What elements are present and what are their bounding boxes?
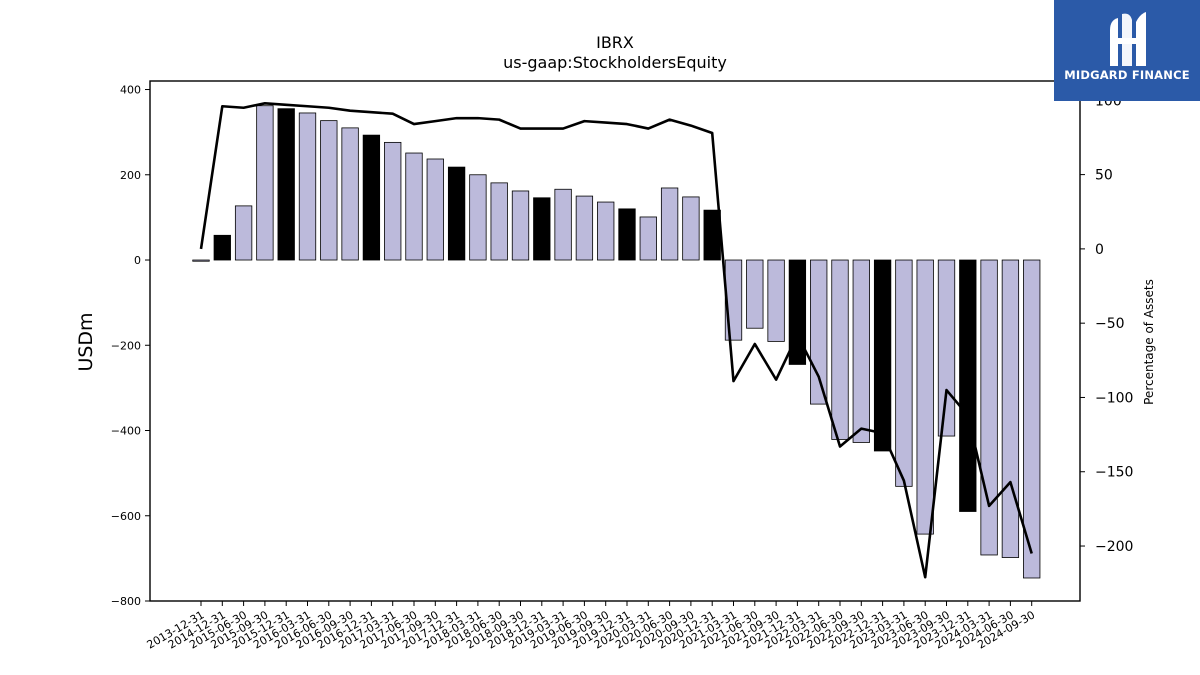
midgard-logo-icon <box>1110 12 1146 67</box>
percentage-line <box>199 101 1033 579</box>
bar-2016-12-31 <box>362 134 381 261</box>
brand-logo: MIDGARD FINANCE <box>1054 0 1200 101</box>
bar-2020-06-30 <box>660 187 679 261</box>
bar-2018-06-30 <box>490 182 508 261</box>
axes: −800 −600 −400 −200 0 200 400 −200 −150 −100 −50 0 5… <box>111 80 1133 652</box>
bar-2016-06-30 <box>320 120 338 261</box>
y2-tick-label: −100 <box>1095 390 1133 406</box>
plot-frame <box>149 80 1081 602</box>
y-tick-label: −400 <box>111 425 141 438</box>
bar-2024-09-30 <box>1023 259 1041 579</box>
bar-2015-12-31 <box>277 108 295 261</box>
bar-2024-06-30 <box>1001 259 1020 558</box>
y-tick-label: 400 <box>120 84 141 97</box>
bar-2014-12-31 <box>213 234 231 261</box>
bar-2015-09-30 <box>256 105 274 261</box>
y2-tick-label: 0 <box>1095 242 1104 258</box>
bar-2023-03-31 <box>895 259 913 487</box>
bar-2023-09-30 <box>937 259 956 437</box>
bar-2018-12-31 <box>533 197 551 261</box>
bar-2021-06-30 <box>746 259 764 329</box>
bar-2020-09-30 <box>682 196 700 261</box>
bar-2015-06-30 <box>234 205 253 261</box>
chart-subtitle: us-gaap:StockholdersEquity <box>503 53 727 72</box>
bar-2021-12-31 <box>788 259 807 365</box>
bar-2017-06-30 <box>405 152 423 261</box>
y-axis-label: USDm <box>75 312 97 371</box>
bar-2013-12-31 <box>192 259 210 262</box>
bar-2024-03-31 <box>980 259 998 556</box>
bar-2017-09-30 <box>426 158 444 261</box>
bar-2016-03-31 <box>298 112 317 261</box>
y2-tick-label: −50 <box>1095 316 1125 332</box>
bar-2022-09-30 <box>852 259 870 443</box>
chart-title: IBRX <box>596 33 634 52</box>
y-tick-label: 0 <box>134 254 141 267</box>
bar-2022-03-31 <box>810 259 828 405</box>
bar-2016-09-30 <box>341 127 359 261</box>
bar-2023-06-30 <box>916 259 934 535</box>
bar-2022-12-31 <box>873 259 892 452</box>
bar-2021-09-30 <box>767 259 785 342</box>
bar-2017-12-31 <box>447 166 466 261</box>
bar-2018-09-30 <box>511 190 530 261</box>
bar-2020-03-31 <box>639 216 657 261</box>
y2-axis-label: Percentage of Assets <box>1142 279 1156 405</box>
y-tick-label: −200 <box>111 339 141 352</box>
bar-2019-03-31 <box>554 188 572 261</box>
logo-text: MIDGARD FINANCE <box>1064 68 1190 82</box>
bar-2018-03-31 <box>469 174 487 261</box>
bar-series <box>192 105 1041 579</box>
bar-2020-12-31 <box>703 209 721 261</box>
y-tick-label: −600 <box>111 510 141 523</box>
bar-2023-12-31 <box>959 259 977 512</box>
bar-2019-09-30 <box>597 201 615 261</box>
line-series <box>199 101 1033 579</box>
y2-tick-label: 50 <box>1095 168 1113 184</box>
y2-tick-label: −200 <box>1095 539 1133 555</box>
y-tick-label: −800 <box>111 595 141 608</box>
y-tick-label: 200 <box>120 169 141 182</box>
bar-2022-06-30 <box>831 259 849 440</box>
bar-2019-06-30 <box>575 195 594 261</box>
bar-2019-12-31 <box>618 208 636 261</box>
bar-2017-03-31 <box>384 141 402 261</box>
y2-tick-label: −150 <box>1095 465 1133 481</box>
